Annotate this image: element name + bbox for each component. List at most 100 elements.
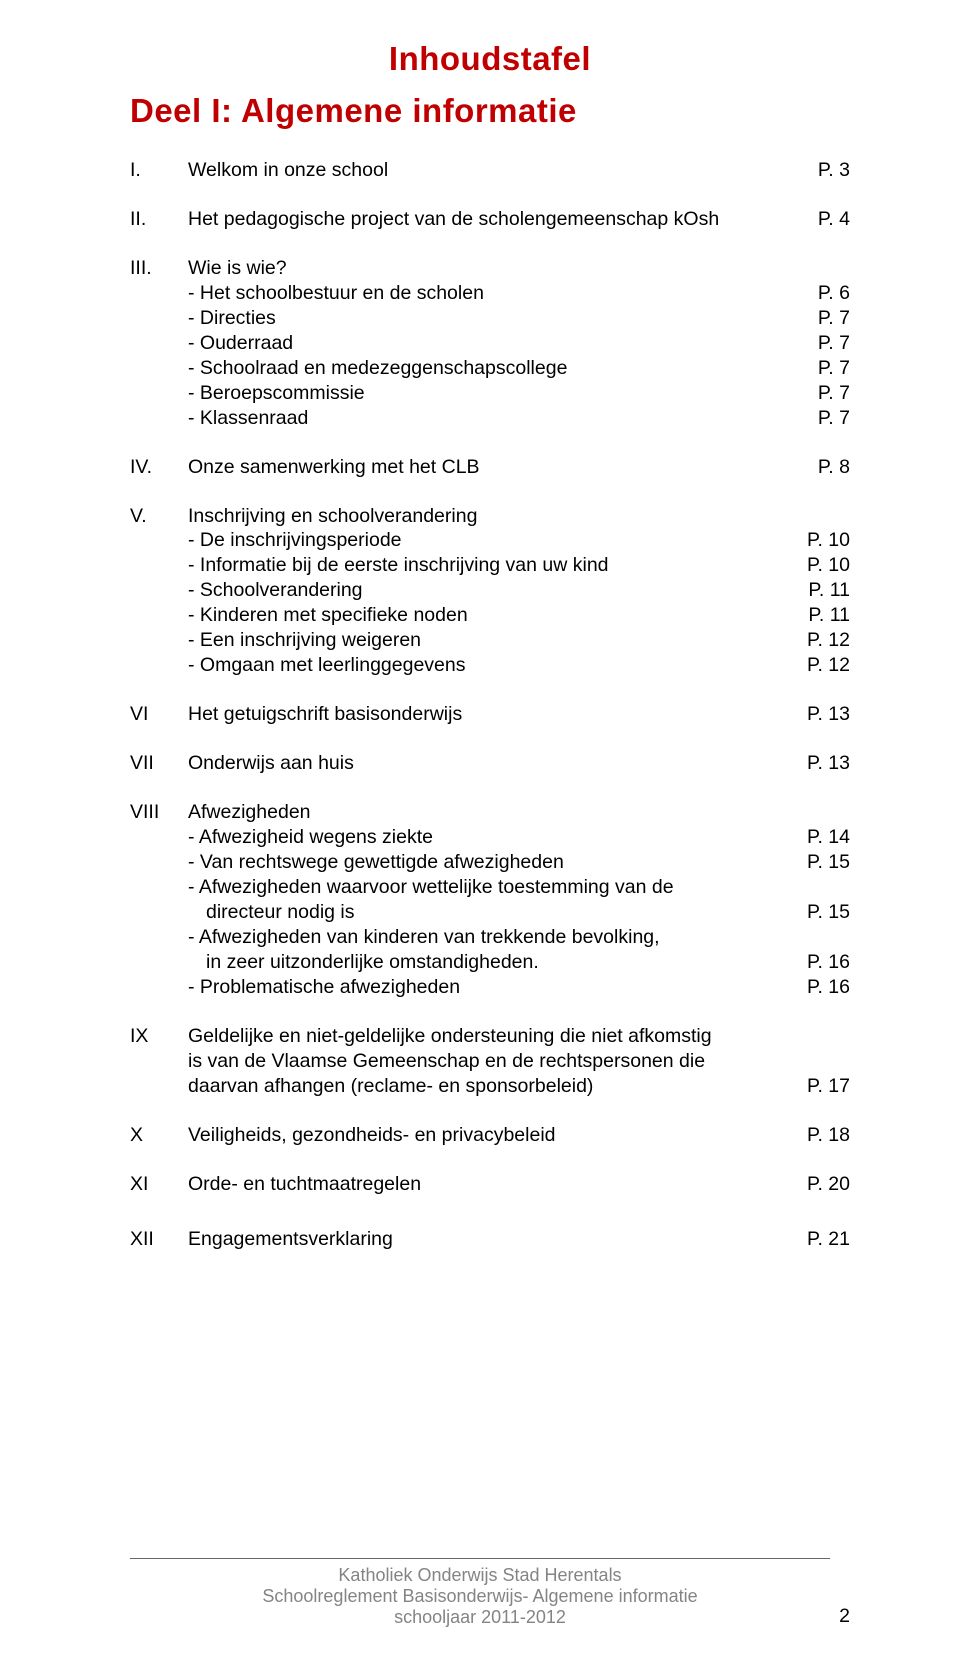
sub-entry-page: P. 6 bbox=[792, 281, 850, 306]
sub-entry-label: - Afwezigheden waarvoor wettelijke toest… bbox=[188, 875, 792, 900]
entry-page: P. 17 bbox=[792, 1074, 850, 1099]
entry-label: Inschrijving en schoolverandering bbox=[188, 504, 792, 529]
sub-entry-label: - De inschrijvingsperiode bbox=[188, 528, 792, 553]
sub-entry-page bbox=[792, 925, 850, 950]
toc-entry: IV. Onze samenwerking met het CLB P. 8 bbox=[130, 455, 850, 480]
toc-entry: XII Engagementsverklaring P. 21 bbox=[130, 1227, 850, 1252]
main-title: Inhoudstafel bbox=[130, 40, 850, 78]
toc-entry: I. Welkom in onze school P. 3 bbox=[130, 158, 850, 183]
sub-entry-page: P. 7 bbox=[792, 381, 850, 406]
sub-entry-label: - Ouderraad bbox=[188, 331, 792, 356]
toc-entry: X Veiligheids, gezondheids- en privacybe… bbox=[130, 1123, 850, 1148]
sub-entry-page: P. 15 bbox=[792, 900, 850, 925]
sub-entry-page: P. 7 bbox=[792, 406, 850, 431]
toc-entry: II. Het pedagogische project van de scho… bbox=[130, 207, 850, 232]
entry-label: Veiligheids, gezondheids- en privacybele… bbox=[188, 1123, 792, 1148]
toc-entry: IX Geldelijke en niet-geldelijke onderst… bbox=[130, 1024, 850, 1099]
entry-page: P. 18 bbox=[792, 1123, 850, 1148]
sub-entry-page: P. 14 bbox=[792, 825, 850, 850]
entry-page: P. 20 bbox=[792, 1172, 850, 1197]
sub-entry-page: P. 16 bbox=[792, 975, 850, 1000]
entry-page bbox=[792, 504, 850, 529]
sub-entry-label: in zeer uitzonderlijke omstandigheden. bbox=[206, 950, 792, 975]
entry-label: is van de Vlaamse Gemeenschap en de rech… bbox=[188, 1049, 792, 1074]
roman-numeral: IX bbox=[130, 1024, 188, 1049]
entry-label: Het pedagogische project van de scholeng… bbox=[188, 207, 792, 232]
sub-entry-label: - Informatie bij de eerste inschrijving … bbox=[188, 553, 792, 578]
sub-entry-page: P. 11 bbox=[792, 578, 850, 603]
document-page: Inhoudstafel Deel I: Algemene informatie… bbox=[0, 0, 960, 1666]
sub-entry-page: P. 12 bbox=[792, 653, 850, 678]
sub-entry-label: - Een inschrijving weigeren bbox=[188, 628, 792, 653]
entry-page: P. 4 bbox=[792, 207, 850, 232]
sub-entry-label: - Afwezigheid wegens ziekte bbox=[188, 825, 792, 850]
toc-entry: III. Wie is wie? - Het schoolbestuur en … bbox=[130, 256, 850, 431]
footer-line: Katholiek Onderwijs Stad Herentals bbox=[0, 1565, 960, 1586]
page-number: 2 bbox=[839, 1605, 850, 1628]
roman-numeral: III. bbox=[130, 256, 188, 281]
table-of-contents: I. Welkom in onze school P. 3 II. Het pe… bbox=[130, 158, 850, 1251]
roman-numeral: XII bbox=[130, 1227, 188, 1252]
sub-entry-label: - Het schoolbestuur en de scholen bbox=[188, 281, 792, 306]
footer-line: Schoolreglement Basisonderwijs- Algemene… bbox=[0, 1586, 960, 1607]
roman-numeral: II. bbox=[130, 207, 188, 232]
sub-entry-page: P. 11 bbox=[792, 603, 850, 628]
sub-entry-label: - Van rechtswege gewettigde afwezigheden bbox=[188, 850, 792, 875]
sub-entry-page bbox=[792, 875, 850, 900]
roman-numeral: VIII bbox=[130, 800, 188, 825]
sub-entry-label: - Beroepscommissie bbox=[188, 381, 792, 406]
page-footer: Katholiek Onderwijs Stad Herentals Schoo… bbox=[0, 1558, 960, 1628]
entry-label: Orde- en tuchtmaatregelen bbox=[188, 1172, 792, 1197]
sub-entry-page: P. 7 bbox=[792, 306, 850, 331]
sub-entry-label: - Omgaan met leerlinggegevens bbox=[188, 653, 792, 678]
sub-entry-label: - Schoolraad en medezeggenschapscollege bbox=[188, 356, 792, 381]
roman-numeral: VII bbox=[130, 751, 188, 776]
entry-label: Engagementsverklaring bbox=[188, 1227, 792, 1252]
entry-label: daarvan afhangen (reclame- en sponsorbel… bbox=[188, 1074, 792, 1099]
roman-numeral: IV. bbox=[130, 455, 188, 480]
entry-page bbox=[792, 1049, 850, 1074]
entry-label: Onze samenwerking met het CLB bbox=[188, 455, 792, 480]
entry-page: P. 8 bbox=[792, 455, 850, 480]
sub-entry-page: P. 15 bbox=[792, 850, 850, 875]
footer-rule bbox=[130, 1558, 830, 1559]
sub-entry-label: directeur nodig is bbox=[206, 900, 792, 925]
toc-entry: VIII Afwezigheden - Afwezigheid wegens z… bbox=[130, 800, 850, 1000]
entry-page bbox=[792, 256, 850, 281]
sub-entry-page: P. 7 bbox=[792, 331, 850, 356]
entry-page: P. 13 bbox=[792, 702, 850, 727]
sub-entry-label: - Schoolverandering bbox=[188, 578, 792, 603]
entry-page bbox=[792, 1024, 850, 1049]
toc-entry: XI Orde- en tuchtmaatregelen P. 20 bbox=[130, 1172, 850, 1197]
footer-line: schooljaar 2011-2012 bbox=[0, 1607, 960, 1628]
roman-numeral: V. bbox=[130, 504, 188, 529]
toc-entry: VII Onderwijs aan huis P. 13 bbox=[130, 751, 850, 776]
entry-label: Geldelijke en niet-geldelijke ondersteun… bbox=[188, 1024, 792, 1049]
roman-numeral: X bbox=[130, 1123, 188, 1148]
entry-label: Afwezigheden bbox=[188, 800, 792, 825]
sub-entry-page: P. 10 bbox=[792, 553, 850, 578]
entry-page: P. 3 bbox=[792, 158, 850, 183]
sub-entry-label: - Problematische afwezigheden bbox=[188, 975, 792, 1000]
toc-entry: VI Het getuigschrift basisonderwijs P. 1… bbox=[130, 702, 850, 727]
entry-page: P. 21 bbox=[792, 1227, 850, 1252]
entry-page: P. 13 bbox=[792, 751, 850, 776]
entry-label: Welkom in onze school bbox=[188, 158, 792, 183]
sub-entry-page: P. 7 bbox=[792, 356, 850, 381]
sub-entry-page: P. 12 bbox=[792, 628, 850, 653]
roman-numeral: XI bbox=[130, 1172, 188, 1197]
toc-entry: V. Inschrijving en schoolverandering - D… bbox=[130, 504, 850, 679]
entry-label: Het getuigschrift basisonderwijs bbox=[188, 702, 792, 727]
sub-entry-label: - Kinderen met specifieke noden bbox=[188, 603, 792, 628]
sub-entry-page: P. 10 bbox=[792, 528, 850, 553]
entry-label: Wie is wie? bbox=[188, 256, 792, 281]
entry-label: Onderwijs aan huis bbox=[188, 751, 792, 776]
entry-page bbox=[792, 800, 850, 825]
sub-entry-label: - Directies bbox=[188, 306, 792, 331]
roman-numeral: VI bbox=[130, 702, 188, 727]
roman-numeral: I. bbox=[130, 158, 188, 183]
sub-entry-page: P. 16 bbox=[792, 950, 850, 975]
part-title: Deel I: Algemene informatie bbox=[130, 92, 850, 130]
sub-entry-label: - Klassenraad bbox=[188, 406, 792, 431]
sub-entry-label: - Afwezigheden van kinderen van trekkend… bbox=[188, 925, 792, 950]
